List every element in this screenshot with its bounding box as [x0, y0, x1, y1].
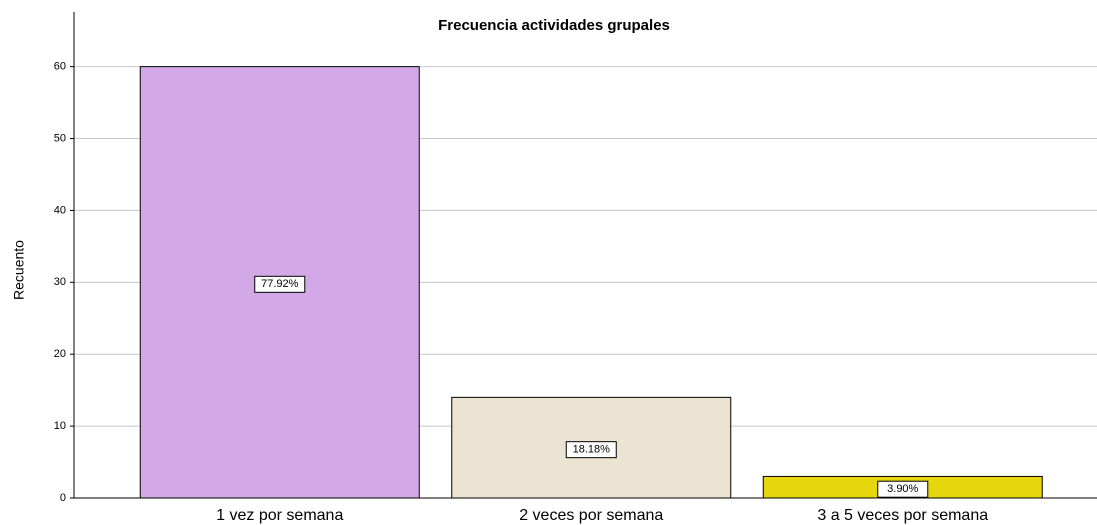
- data-label: 3.90%: [887, 483, 918, 495]
- y-tick-label: 0: [60, 492, 66, 504]
- chart-title: Frecuencia actividades grupales: [438, 17, 670, 34]
- y-tick-label: 10: [54, 420, 66, 432]
- data-label-box: [565, 441, 617, 459]
- data-label-box: [254, 275, 306, 293]
- data-label: 18.18%: [573, 444, 611, 456]
- y-tick-label: 30: [54, 276, 66, 288]
- x-tick-label: 1 vez por semana: [216, 507, 343, 524]
- y-tick-label: 40: [54, 204, 66, 216]
- x-tick-label: 3 a 5 veces por semana: [817, 507, 988, 524]
- x-tick-label: 2 veces por semana: [519, 507, 663, 524]
- y-tick-label: 20: [54, 348, 66, 360]
- y-tick-label: 60: [54, 61, 66, 73]
- y-axis-label: Recuento: [11, 240, 27, 300]
- y-tick-label: 50: [54, 132, 66, 144]
- data-label: 77.92%: [261, 278, 299, 290]
- data-label-box: [877, 480, 929, 498]
